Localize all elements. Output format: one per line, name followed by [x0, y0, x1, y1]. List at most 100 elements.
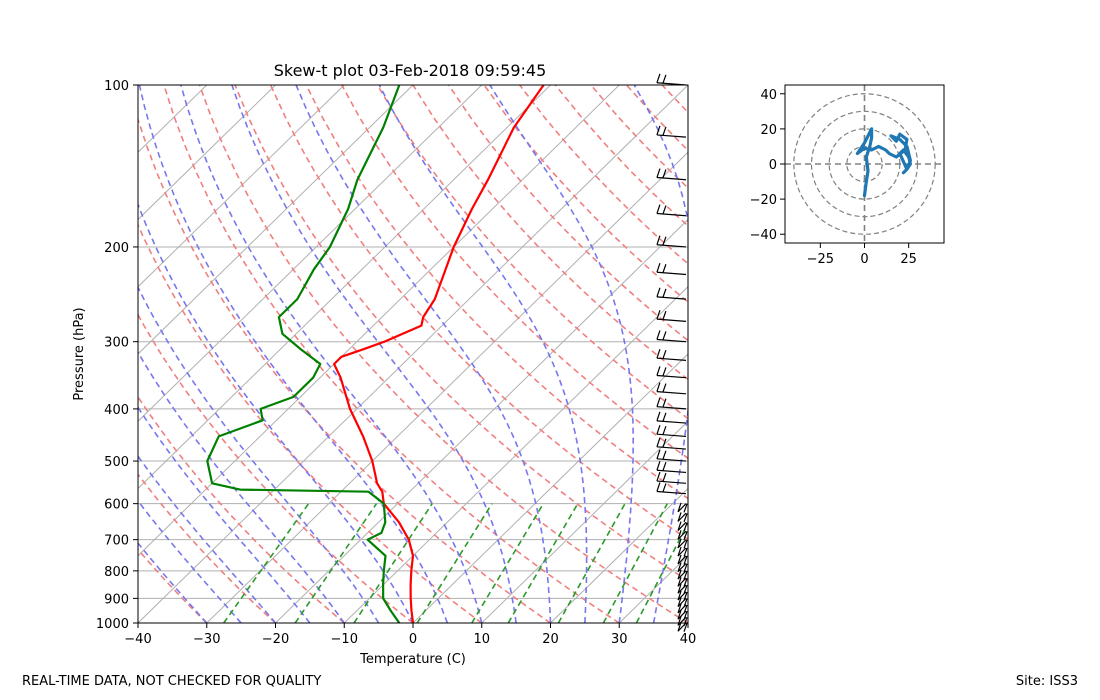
hodograph-y-tick: −40 — [750, 228, 785, 243]
hodograph-y-tick-label: 0 — [769, 158, 777, 173]
hodograph-x-tick-label: −25 — [807, 252, 834, 267]
x-tick-label: −20 — [262, 632, 289, 647]
y-tick-label: 200 — [104, 241, 129, 256]
dry-adiabat — [447, 85, 688, 342]
dry-adiabat — [138, 116, 551, 623]
isotherm-lines — [0, 85, 688, 623]
dry-adiabat — [376, 85, 688, 420]
wind-barb — [677, 521, 688, 532]
x-tick: 20 — [542, 623, 559, 647]
wind-barb — [656, 382, 687, 395]
x-tick-label: 20 — [542, 632, 559, 647]
wind-barb — [656, 425, 687, 438]
isotherm-line — [206, 151, 688, 623]
y-tick: 400 — [104, 403, 138, 418]
x-tick-label: 30 — [611, 632, 628, 647]
wind-barb — [656, 471, 687, 484]
y-tick: 500 — [104, 455, 138, 470]
mixing-ratio-line — [635, 521, 688, 623]
hodograph-y-tick-label: 40 — [760, 88, 777, 103]
x-tick-label: 10 — [473, 632, 490, 647]
wind-barb — [677, 502, 688, 513]
wind-barb — [656, 482, 687, 495]
isotherm-line — [138, 85, 620, 557]
y-tick-label: 500 — [104, 455, 129, 470]
x-tick-label: −30 — [193, 632, 220, 647]
hodograph-rings — [785, 85, 944, 243]
dry-adiabat — [341, 85, 688, 460]
y-axis-label: Pressure (hPa) — [72, 307, 87, 400]
wind-barb — [656, 168, 687, 181]
x-tick: −10 — [331, 623, 358, 647]
mixing-ratio-line — [507, 503, 579, 623]
isotherm-line — [138, 85, 688, 623]
hodograph-x-tick: −25 — [807, 243, 834, 267]
isotherm-line — [343, 286, 688, 623]
dry-adiabat — [483, 85, 688, 304]
moist-adiabat — [489, 85, 634, 623]
y-tick-label: 100 — [104, 79, 129, 94]
x-tick-label: −40 — [124, 632, 151, 647]
wind-barb — [656, 411, 687, 424]
isotherm-line — [0, 85, 69, 623]
isotherm-line — [550, 487, 688, 623]
x-tick: 10 — [473, 623, 490, 647]
y-tick: 600 — [104, 498, 138, 513]
isotherm-line — [138, 85, 276, 221]
hodograph-series — [855, 127, 912, 198]
y-tick-label: 700 — [104, 534, 129, 549]
dry-adiabat — [625, 85, 688, 152]
wind-barb — [677, 562, 688, 573]
x-tick: −30 — [193, 623, 220, 647]
hodograph-y-tick: 40 — [760, 88, 785, 103]
wind-barb — [656, 366, 687, 379]
dry-adiabat — [163, 85, 620, 623]
moist-adiabat — [295, 85, 552, 623]
quality-disclaimer: REAL-TIME DATA, NOT CHECKED FOR QUALITY — [22, 674, 322, 689]
moist-adiabat — [138, 405, 311, 623]
wind-barb — [656, 461, 687, 474]
moist-adiabat — [633, 85, 688, 623]
dry-adiabat — [198, 85, 688, 623]
dry-adiabat — [138, 473, 277, 623]
moist-adiabat — [138, 499, 242, 623]
wind-barb — [656, 287, 687, 300]
moist-adiabat — [231, 85, 517, 623]
mixing-ratio-line — [557, 503, 626, 623]
isotherm-line — [481, 420, 688, 623]
mixing-ratio-line — [416, 503, 493, 623]
dry-adiabat — [412, 85, 688, 381]
isobar-gridlines — [138, 85, 688, 623]
wind-barb — [656, 449, 687, 462]
skewt-plot-area — [0, 85, 688, 623]
moist-adiabat — [138, 285, 380, 623]
hodograph-ticks: −25 0 25 40 20 0 −20 −40 — [750, 88, 917, 267]
dewpoint-profile-line — [206, 85, 401, 623]
dry-adiabat — [269, 85, 688, 541]
wind-barb — [677, 546, 688, 557]
moist-adiabats — [138, 85, 688, 623]
wind-barb — [677, 512, 688, 523]
mixing-ratio-line — [602, 503, 669, 623]
y-tick-label: 800 — [104, 565, 129, 580]
wind-barb — [656, 263, 687, 276]
hodograph-y-tick: 0 — [769, 158, 785, 173]
mixing-ratio-lines — [223, 503, 688, 623]
wind-barb — [677, 554, 688, 565]
y-tick: 800 — [104, 565, 138, 580]
temperature-profile-line — [333, 85, 545, 623]
x-tick: −40 — [124, 623, 152, 647]
hodograph-x-tick: 25 — [900, 243, 917, 267]
wind-barb — [656, 235, 687, 248]
isotherm-line — [138, 85, 483, 422]
dry-adiabat — [138, 313, 414, 623]
wind-barb — [656, 309, 687, 322]
moist-adiabat — [138, 202, 414, 623]
hodograph-wind-trace — [855, 127, 912, 198]
hodograph-x-tick-label: 0 — [860, 252, 868, 267]
mixing-ratio-line — [223, 503, 310, 623]
y-tick: 1000 — [96, 617, 138, 632]
mixing-ratio-line — [353, 503, 433, 623]
wind-barb — [677, 538, 688, 549]
